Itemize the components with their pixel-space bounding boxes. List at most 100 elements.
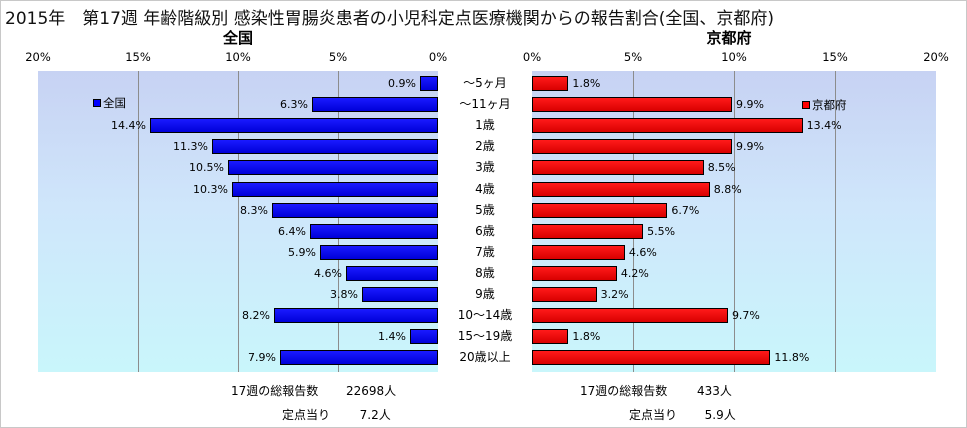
kyoto-bar: [532, 329, 569, 345]
category-label: 10～14歳: [457, 308, 513, 323]
kyoto-total-label: 17週の総報告数: [580, 384, 668, 398]
kyoto-bar: [532, 76, 569, 91]
national-tick-label: 0%: [428, 50, 448, 64]
national-value-label: 10.5%: [189, 161, 224, 175]
national-value-label: 0.9%: [388, 77, 416, 90]
national-per-label: 定点当り: [282, 408, 331, 422]
kyoto-tick-label: 20%: [923, 50, 949, 64]
kyoto-tick-label: 10%: [721, 50, 747, 64]
category-label: 2歳: [475, 139, 495, 154]
kyoto-bar: [532, 118, 803, 134]
kyoto-value-label: 1.8%: [572, 77, 601, 90]
category-label: 8歳: [475, 265, 495, 280]
national-legend: 全国: [93, 95, 126, 111]
kyoto-bar: [532, 287, 597, 302]
national-value-label: 7.9%: [248, 351, 276, 365]
kyoto-tick-label: 5%: [623, 50, 643, 64]
national-bar: [212, 139, 438, 155]
kyoto-legend-label: 京都府: [812, 98, 847, 112]
kyoto-value-label: 5.5%: [647, 224, 676, 238]
national-bar: [312, 97, 438, 113]
national-value-label: 8.2%: [242, 309, 270, 323]
national-legend-swatch: [93, 99, 101, 107]
national-bar: [310, 223, 438, 239]
kyoto-bar: [532, 181, 710, 197]
national-gridline: [138, 71, 139, 372]
kyoto-value-label: 8.8%: [713, 182, 742, 196]
category-label: ～11ヶ月: [459, 97, 511, 112]
national-total-label: 17週の総報告数: [231, 384, 319, 398]
kyoto-bar: [532, 350, 771, 366]
national-gridline: [238, 71, 239, 372]
national-value-label: 4.6%: [314, 266, 342, 280]
national-per-value: 7.2人: [359, 408, 391, 422]
category-label: 1歳: [475, 118, 495, 133]
kyoto-value-label: 1.8%: [572, 330, 601, 344]
kyoto-bar: [532, 265, 617, 281]
kyoto-value-label: 9.7%: [731, 309, 760, 323]
national-tick-label: 15%: [125, 50, 151, 64]
national-panel-heading: 全国: [222, 29, 253, 47]
national-bar: [320, 244, 438, 260]
national-bar: [346, 265, 438, 281]
kyoto-value-label: 3.2%: [600, 288, 629, 301]
kyoto-gridline: [835, 71, 836, 372]
category-label: 5歳: [475, 202, 495, 217]
national-bar: [410, 329, 438, 345]
category-label: 3歳: [475, 160, 495, 175]
kyoto-plot-area: 京都府 1.8% 9.9% 13.4% 9.9% 8.5% 8.8% 6.7% 5.5% 4.6…: [532, 71, 936, 372]
kyoto-legend: 京都府: [802, 97, 847, 113]
chart-title: 2015年 第17週 年齢階級別 感染性胃腸炎患者の小児科定点医療機関からの報告…: [5, 9, 774, 29]
national-gridline: [338, 71, 339, 372]
national-total-value: 22698人: [345, 384, 397, 398]
kyoto-gridline: [734, 71, 735, 372]
kyoto-value-label: 13.4%: [806, 119, 842, 133]
national-tick-label: 10%: [225, 50, 251, 64]
national-value-label: 3.8%: [330, 288, 358, 301]
kyoto-per-value: 5.9人: [704, 408, 736, 422]
national-value-label: 14.4%: [111, 119, 146, 133]
kyoto-value-label: 4.6%: [628, 245, 657, 259]
kyoto-value-label: 9.9%: [735, 140, 764, 154]
kyoto-bar: [532, 308, 728, 324]
national-bar: [280, 350, 438, 366]
national-bar: [272, 202, 438, 218]
category-label: 20歳以上: [459, 350, 511, 365]
category-label: ～5ヶ月: [463, 76, 507, 90]
national-total-line: 17週の総報告数 22698人: [231, 382, 396, 399]
national-value-label: 6.3%: [280, 98, 308, 112]
category-label: 6歳: [475, 223, 495, 238]
kyoto-value-label: 8.5%: [707, 161, 736, 175]
kyoto-tick-label: 15%: [822, 50, 848, 64]
national-legend-label: 全国: [103, 96, 126, 110]
national-bar: [150, 118, 438, 134]
national-value-label: 8.3%: [240, 203, 268, 217]
kyoto-total-value: 433人: [696, 384, 732, 398]
national-bar: [362, 287, 438, 302]
kyoto-value-label: 4.2%: [620, 266, 649, 280]
national-value-label: 1.4%: [378, 330, 406, 344]
kyoto-total-line: 17週の総報告数 433人: [580, 382, 732, 399]
national-bar: [228, 160, 438, 176]
category-label: 9歳: [475, 287, 495, 301]
kyoto-bar: [532, 223, 644, 239]
category-label: 4歳: [475, 181, 495, 196]
kyoto-panel-heading: 京都府: [706, 29, 752, 47]
national-bar: [274, 308, 438, 324]
national-value-label: 11.3%: [173, 140, 208, 154]
kyoto-per-label: 定点当り: [629, 408, 678, 422]
national-value-label: 5.9%: [288, 245, 316, 259]
kyoto-legend-swatch: [802, 101, 810, 109]
kyoto-tick-label: 0%: [522, 50, 542, 64]
national-plot-area: 全国 0.9% 6.3% 14.4% 11.3% 10.5% 10.3% 8.3% 6.4% 5…: [38, 71, 438, 372]
kyoto-bar: [532, 202, 668, 218]
national-value-label: 6.4%: [278, 224, 306, 238]
kyoto-gridline: [633, 71, 634, 372]
national-per-line: 定点当り 7.2人: [282, 406, 391, 423]
kyoto-bar: [532, 97, 732, 113]
national-tick-label: 20%: [25, 50, 51, 64]
category-label: 7歳: [475, 244, 495, 259]
kyoto-value-label: 6.7%: [671, 203, 700, 217]
kyoto-bar: [532, 139, 732, 155]
